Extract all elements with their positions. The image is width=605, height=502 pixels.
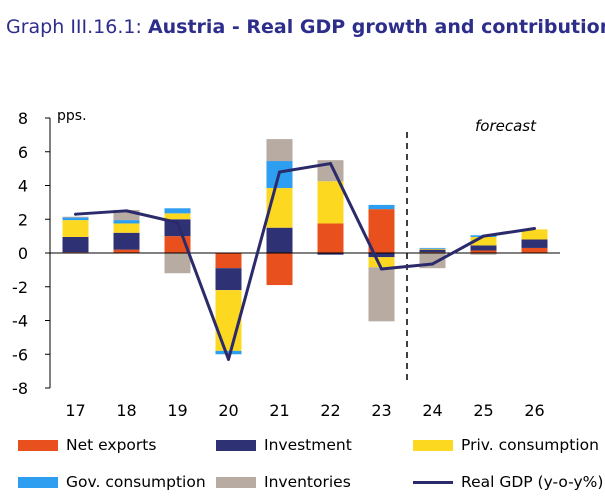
legend-swatch-net-exports xyxy=(18,439,58,451)
point-real-gdp-20 xyxy=(227,357,230,361)
x-tick-label-21: 21 xyxy=(269,401,289,420)
x-tick-label-23: 23 xyxy=(371,401,391,420)
bar-inventories-23 xyxy=(368,267,395,322)
chart-title: Graph III.16.1: Austria - Real GDP growt… xyxy=(6,16,605,38)
legend-swatch-investment xyxy=(216,439,256,451)
legend-label-inventories: Inventories xyxy=(264,473,351,491)
bar-investment-18 xyxy=(113,232,140,250)
bar-investment-21 xyxy=(266,227,293,253)
bar-investment-17 xyxy=(62,236,89,253)
point-real-gdp-18 xyxy=(125,209,128,213)
bar-net-exports-18 xyxy=(113,249,140,253)
legend-swatch-inventories xyxy=(216,476,256,488)
point-real-gdp-24 xyxy=(431,262,434,266)
bar-inventories-18 xyxy=(113,209,140,221)
point-real-gdp-25 xyxy=(482,234,485,238)
bar-priv-consumption-26 xyxy=(521,229,548,240)
chart-legend: Net exports Investment Priv. consumption… xyxy=(0,432,605,502)
line-layer xyxy=(74,162,536,361)
point-real-gdp-21 xyxy=(278,170,281,174)
point-real-gdp-22 xyxy=(329,162,332,166)
bar-priv-consumption-19 xyxy=(164,213,191,220)
x-tick-label-20: 20 xyxy=(218,401,238,420)
bar-investment-26 xyxy=(521,239,548,248)
x-tick-label-17: 17 xyxy=(65,401,85,420)
y-tick-label-0: 0 xyxy=(18,244,28,263)
bar-investment-22 xyxy=(317,253,344,255)
bar-inventories-17 xyxy=(62,216,89,218)
bar-gov-consumption-18 xyxy=(113,220,140,224)
bar-priv-consumption-22 xyxy=(317,181,344,224)
y-tick-label-8: 8 xyxy=(18,109,28,128)
x-tick-label-26: 26 xyxy=(524,401,544,420)
y-tick-label-6: 6 xyxy=(18,143,28,162)
x-tick-label-18: 18 xyxy=(116,401,136,420)
x-tick-label-25: 25 xyxy=(473,401,493,420)
bar-investment-23 xyxy=(368,253,395,258)
legend-item-inventories: Inventories xyxy=(216,473,351,491)
legend-swatch-gov-consumption xyxy=(18,476,58,488)
point-real-gdp-19 xyxy=(176,221,179,225)
legend-item-investment: Investment xyxy=(216,436,352,454)
legend-label-priv-consumption: Priv. consumption xyxy=(461,436,599,454)
legend-label-net-exports: Net exports xyxy=(66,436,157,454)
y-unit-label: pps. xyxy=(57,108,87,124)
bar-gov-consumption-19 xyxy=(164,208,191,214)
bar-gov-consumption-17 xyxy=(62,217,89,221)
bar-priv-consumption-17 xyxy=(62,220,89,237)
bar-investment-25 xyxy=(470,245,497,251)
point-real-gdp-23 xyxy=(380,267,383,271)
legend-item-net-exports: Net exports xyxy=(18,436,156,454)
bar-gov-consumption-20 xyxy=(215,350,242,355)
legend-swatch-priv-consumption xyxy=(413,439,453,451)
legend-swatch-real-gdp xyxy=(413,480,453,484)
bar-priv-consumption-25 xyxy=(470,236,497,246)
point-real-gdp-26 xyxy=(533,227,536,231)
legend-label-investment: Investment xyxy=(264,436,352,454)
y-tick-label--8: -8 xyxy=(12,379,28,398)
y-tick-label--6: -6 xyxy=(12,345,28,364)
chart-title-text: Austria - Real GDP growth and contributi… xyxy=(147,16,605,38)
bar-investment-20 xyxy=(215,268,242,291)
bar-net-exports-21 xyxy=(266,253,293,286)
x-tick-label-22: 22 xyxy=(320,401,340,420)
bar-net-exports-20 xyxy=(215,253,242,269)
x-tick-label-19: 19 xyxy=(167,401,187,420)
bar-inventories-25 xyxy=(470,253,497,255)
bar-priv-consumption-24 xyxy=(419,248,446,250)
y-tick-label-4: 4 xyxy=(18,177,28,196)
bars-layer xyxy=(62,139,548,355)
legend-item-priv-consumption: Priv. consumption xyxy=(413,436,599,454)
y-tick-label--4: -4 xyxy=(12,312,28,331)
bar-investment-19 xyxy=(164,219,191,237)
legend-item-real-gdp: Real GDP (y-o-y%) xyxy=(413,473,603,491)
forecast-label: forecast xyxy=(475,117,537,135)
bar-net-exports-23 xyxy=(368,209,395,253)
legend-label-gov-consumption: Gov. consumption xyxy=(66,473,206,491)
bar-net-exports-26 xyxy=(521,247,548,253)
bar-inventories-21 xyxy=(266,139,293,162)
legend-label-real-gdp: Real GDP (y-o-y%) xyxy=(461,473,604,491)
bar-gov-consumption-24 xyxy=(419,247,446,249)
y-tick-label-2: 2 xyxy=(18,210,28,229)
point-real-gdp-17 xyxy=(74,212,77,216)
axis-layer xyxy=(45,117,560,389)
bar-priv-consumption-18 xyxy=(113,223,140,233)
x-tick-label-24: 24 xyxy=(422,401,442,420)
bar-inventories-19 xyxy=(164,253,191,274)
bar-net-exports-22 xyxy=(317,223,344,253)
bar-net-exports-25 xyxy=(470,250,497,253)
bar-priv-consumption-23 xyxy=(368,257,395,268)
bar-investment-24 xyxy=(419,249,446,253)
y-tick-label--2: -2 xyxy=(12,278,28,297)
bar-priv-consumption-20 xyxy=(215,290,242,351)
chart-title-number: Graph III.16.1: xyxy=(6,16,142,38)
legend-item-gov-consumption: Gov. consumption xyxy=(18,473,206,491)
series-line-real-gdp xyxy=(75,162,535,361)
bar-gov-consumption-23 xyxy=(368,204,395,210)
